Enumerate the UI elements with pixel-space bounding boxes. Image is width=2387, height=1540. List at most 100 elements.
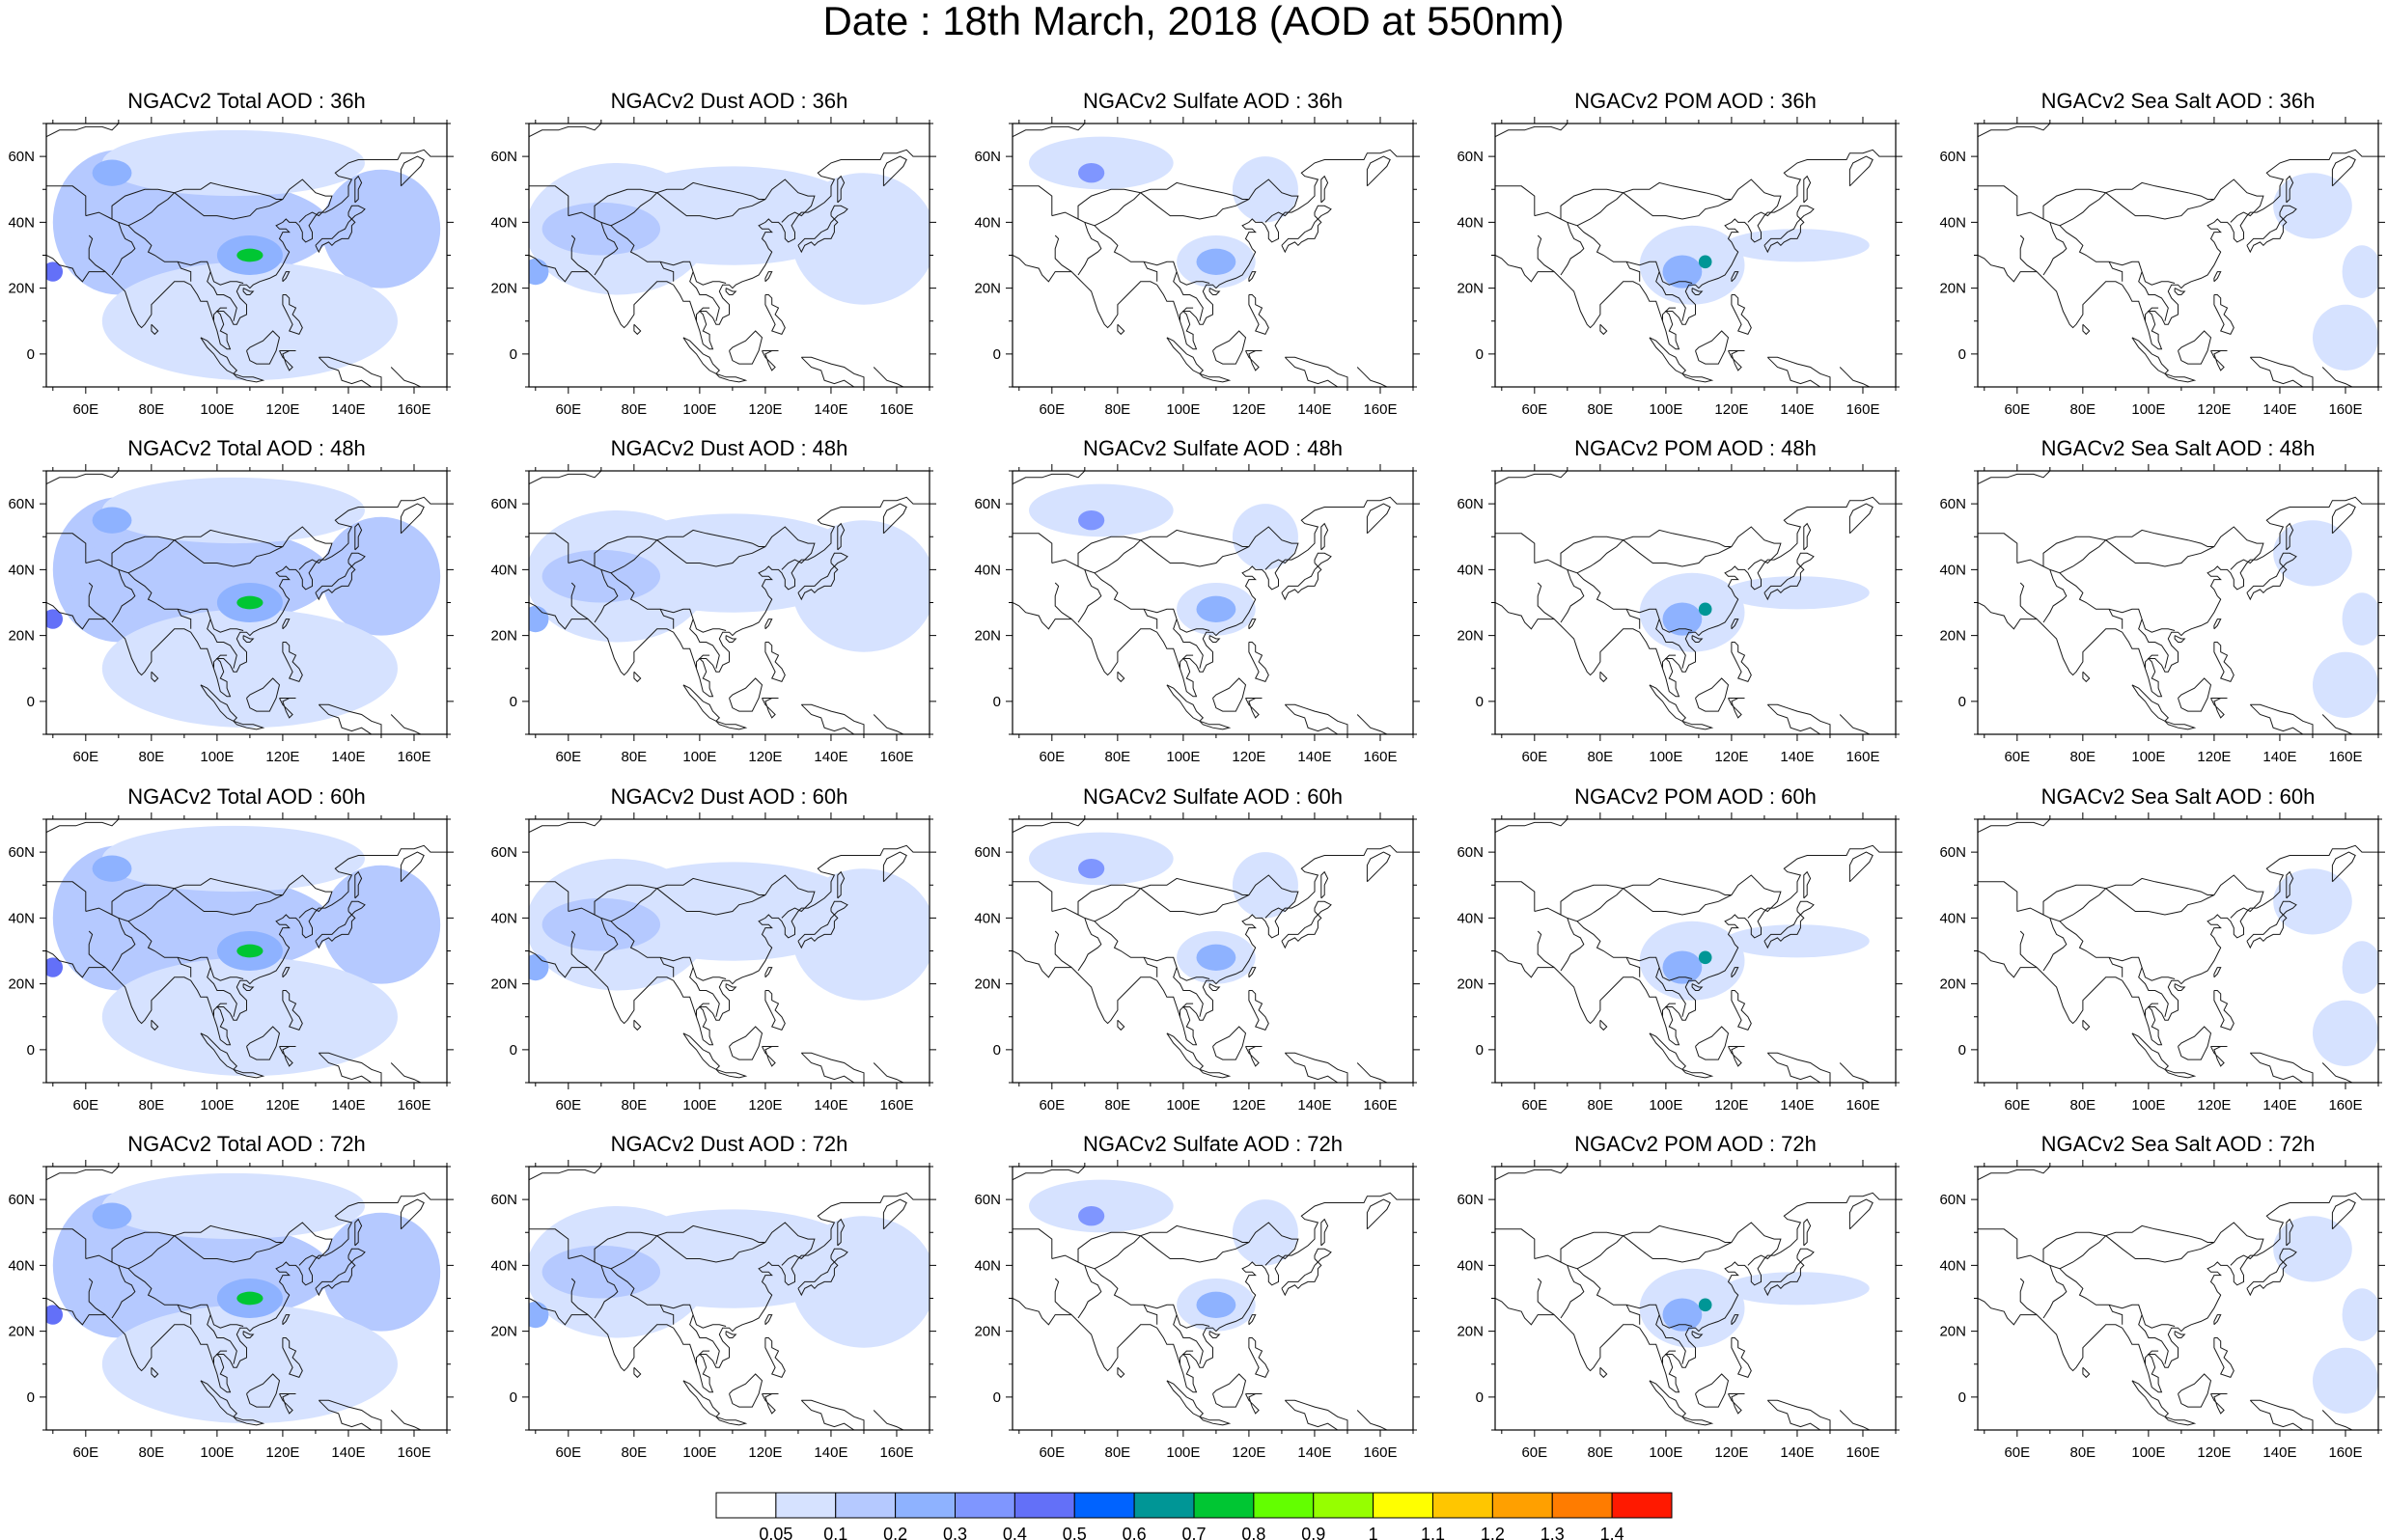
colorbar-box (1551, 1492, 1613, 1519)
map-panel: 60E 80E 100E 120E 140E 160E 60N 40N 20N 0 (1939, 812, 2385, 1114)
x-tick-label: 120E (2197, 401, 2231, 418)
colorbar: 0.05 0.1 0.2 0.3 0.4 0.5 0.6 0.7 0.8 0.9 1 1.1 1.2 1.… (715, 1492, 1673, 1540)
colorbar-box (1432, 1492, 1493, 1519)
colorbar-label: 0.7 (1181, 1525, 1206, 1540)
x-tick-label: 140E (1297, 401, 1331, 418)
y-tick-label: 20N (490, 1324, 517, 1340)
y-tick-label: 0 (510, 346, 517, 363)
colorbar-label: 1.4 (1600, 1525, 1624, 1540)
y-tick-label: 40N (974, 214, 1001, 231)
colorbar-box (1373, 1492, 1433, 1519)
coastlines (46, 1167, 447, 1430)
aod-contour (236, 1291, 264, 1306)
panel-title: NGACv2 POM AOD : 36h (1574, 89, 1817, 113)
x-tick-label: 60E (72, 401, 98, 418)
panel-title: NGACv2 Sulfate AOD : 36h (1082, 89, 1344, 113)
aod-contour (541, 549, 661, 603)
panel-title: NGACv2 Sulfate AOD : 72h (1082, 1132, 1344, 1156)
aod-contour (321, 865, 441, 984)
panel-title: NGACv2 POM AOD : 48h (1574, 436, 1817, 460)
y-tick-label: 60N (8, 844, 35, 861)
coastlines (46, 471, 447, 734)
y-tick-label: 60N (8, 149, 35, 165)
x-tick-label: 160E (397, 749, 430, 765)
panel-title: NGACv2 Sulfate AOD : 60h (1082, 784, 1344, 809)
y-tick-label: 20N (974, 628, 1001, 645)
coastlines (529, 819, 930, 1083)
panel-title: NGACv2 Dust AOD : 72h (610, 1132, 848, 1156)
x-tick-label: 160E (1846, 749, 1879, 765)
map-panel: 60E 80E 100E 120E 140E 160E 60N 40N 20N 0 (1939, 1160, 2385, 1461)
y-tick-label: 60N (490, 844, 517, 861)
x-tick-label: 80E (1105, 1444, 1131, 1461)
aod-contour (2273, 868, 2352, 935)
aod-field (1639, 225, 1870, 305)
y-tick-label: 40N (974, 910, 1001, 926)
x-tick-label: 120E (265, 401, 299, 418)
aod-contour (101, 957, 398, 1077)
panel-title: NGACv2 Total AOD : 36h (127, 89, 366, 113)
aod-contour (1232, 852, 1298, 919)
aod-contour (1078, 858, 1105, 879)
colorbar-box (1491, 1492, 1553, 1519)
y-tick-label: 40N (490, 214, 517, 231)
y-tick-label: 60N (490, 149, 517, 165)
x-tick-label: 160E (397, 401, 430, 418)
aod-contour (2312, 651, 2378, 718)
y-tick-label: 0 (27, 1042, 35, 1059)
x-tick-label: 100E (1649, 749, 1682, 765)
y-tick-label: 40N (974, 1257, 1001, 1274)
aod-field (2273, 1216, 2378, 1414)
y-tick-label: 60N (1457, 149, 1484, 165)
y-tick-label: 60N (1939, 844, 1966, 861)
x-tick-label: 100E (1166, 1444, 1200, 1461)
aod-contour (529, 605, 549, 633)
x-tick-label: 60E (72, 1097, 98, 1114)
aod-contour (529, 258, 549, 286)
x-tick-label: 120E (1232, 1097, 1265, 1114)
aod-contour (236, 248, 264, 262)
map-panel: 60E 80E 100E 120E 140E 160E 60N 40N 20N 0 (8, 1160, 454, 1461)
x-tick-label: 140E (331, 401, 365, 418)
map-panel: 60E 80E 100E 120E 140E 160E 60N 40N 20N 0 (490, 1160, 936, 1461)
aod-contour (1196, 248, 1236, 275)
coastlines (1013, 1167, 1413, 1430)
x-tick-label: 120E (265, 749, 299, 765)
aod-field (46, 477, 441, 729)
colorbar-label: 0.4 (1003, 1525, 1027, 1540)
y-tick-label: 0 (27, 1389, 35, 1406)
x-tick-label: 60E (2004, 749, 2030, 765)
x-tick-label: 100E (200, 1444, 234, 1461)
y-tick-label: 20N (8, 1324, 35, 1340)
aod-contour (236, 944, 264, 958)
y-tick-label: 0 (993, 694, 1001, 710)
aod-field (529, 509, 930, 652)
aod-field (1639, 921, 1870, 1001)
aod-contour (1725, 229, 1870, 262)
x-tick-label: 60E (72, 1444, 98, 1461)
x-tick-label: 80E (1588, 749, 1614, 765)
x-tick-label: 120E (265, 1097, 299, 1114)
aod-contour (1196, 595, 1236, 622)
y-tick-label: 40N (1939, 214, 1966, 231)
y-tick-label: 40N (490, 1257, 517, 1274)
x-tick-label: 80E (139, 1097, 165, 1114)
aod-contour (236, 595, 264, 610)
x-tick-label: 80E (2070, 1444, 2096, 1461)
x-tick-label: 140E (331, 1097, 365, 1114)
y-tick-label: 60N (1457, 496, 1484, 512)
aod-contour (1029, 1179, 1174, 1233)
colorbar-label: 1.2 (1481, 1525, 1505, 1540)
y-tick-label: 60N (1457, 1192, 1484, 1208)
x-tick-label: 60E (72, 749, 98, 765)
aod-contour (1698, 255, 1712, 269)
aod-contour (46, 1305, 64, 1325)
y-tick-label: 0 (993, 346, 1001, 363)
x-tick-label: 60E (1039, 1097, 1065, 1114)
y-tick-label: 60N (974, 496, 1001, 512)
x-tick-label: 140E (2262, 749, 2296, 765)
x-tick-label: 100E (1166, 401, 1200, 418)
y-tick-label: 20N (1457, 1324, 1484, 1340)
aod-contour (101, 477, 365, 544)
